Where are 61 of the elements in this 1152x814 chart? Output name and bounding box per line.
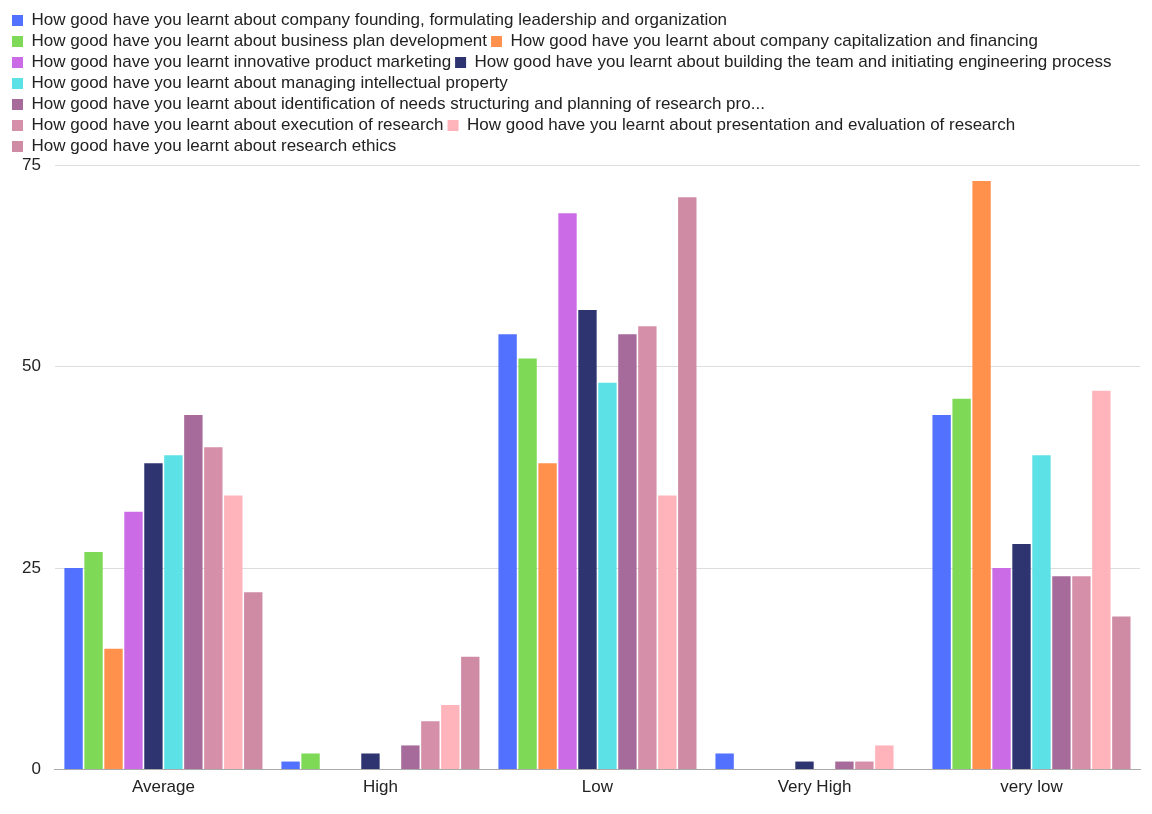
x-tick-label: High: [362, 777, 398, 797]
x-tick-label: Average: [131, 777, 195, 797]
bar: [658, 495, 677, 770]
bar: [204, 447, 223, 770]
bar: [421, 721, 440, 770]
bar: [401, 745, 420, 770]
bar: [144, 463, 163, 770]
bar: [578, 310, 597, 770]
legend-label: How good have you learnt about presentation and evaluation of research: [467, 115, 1016, 135]
legend-label: How good have you learnt about managing intellectual property: [31, 73, 509, 93]
bar: [281, 761, 300, 770]
bar: [64, 568, 83, 770]
bar: [1112, 616, 1131, 770]
bar: [301, 753, 320, 770]
y-tick-label: 0: [31, 759, 41, 779]
legend-label: How good have you learnt about research ethics: [31, 136, 397, 156]
bar: [184, 414, 203, 770]
bar: [638, 326, 657, 770]
bar: [1032, 455, 1051, 770]
legend-label: How good have you learnt about identification of needs structuring and planning of research pro...: [31, 94, 765, 114]
bar: [441, 705, 460, 770]
bar: [715, 753, 734, 770]
legend-label: How good have you learnt about company capitalization and financing: [510, 31, 1038, 51]
bar: [518, 358, 537, 770]
bar: [1072, 576, 1091, 770]
bar: [224, 495, 243, 770]
bar: [952, 398, 971, 770]
x-tick-label: very low: [1000, 777, 1064, 797]
bar: [124, 511, 143, 770]
bar: [1092, 390, 1111, 770]
bar: [598, 382, 617, 770]
bar: [361, 753, 380, 770]
bar: [618, 334, 637, 770]
bar: [972, 181, 991, 770]
x-tick-label: Very High: [777, 777, 852, 797]
legend-label: How good have you learnt about company founding, formulating leadership and organization: [31, 10, 728, 30]
bar: [932, 414, 951, 770]
bar: [992, 568, 1011, 770]
bar: [855, 761, 874, 770]
legend-label: How good have you learnt about business plan development: [31, 31, 488, 51]
bar: [678, 197, 697, 770]
bar: [84, 551, 103, 770]
bar: [795, 761, 814, 770]
bar: [498, 334, 517, 770]
bar: [835, 761, 854, 770]
legend-label: How good have you learnt innovative product marketing: [31, 52, 452, 72]
bar: [104, 648, 123, 770]
y-tick-label: 75: [21, 154, 41, 174]
bar: [1052, 576, 1071, 770]
bar: [1012, 543, 1031, 770]
legend-label: How good have you learnt about building the team and initiating engineering process: [474, 52, 1112, 72]
y-tick-label: 25: [21, 557, 41, 577]
bar: [558, 213, 577, 770]
bar: [875, 745, 894, 770]
bar: [538, 463, 557, 770]
legend-label: How good have you learnt about execution of research: [31, 115, 444, 135]
x-tick-label: Low: [581, 777, 614, 797]
bar: [164, 455, 183, 770]
y-tick-label: 50: [21, 356, 41, 376]
bar: [244, 592, 263, 770]
bar: [461, 656, 480, 770]
